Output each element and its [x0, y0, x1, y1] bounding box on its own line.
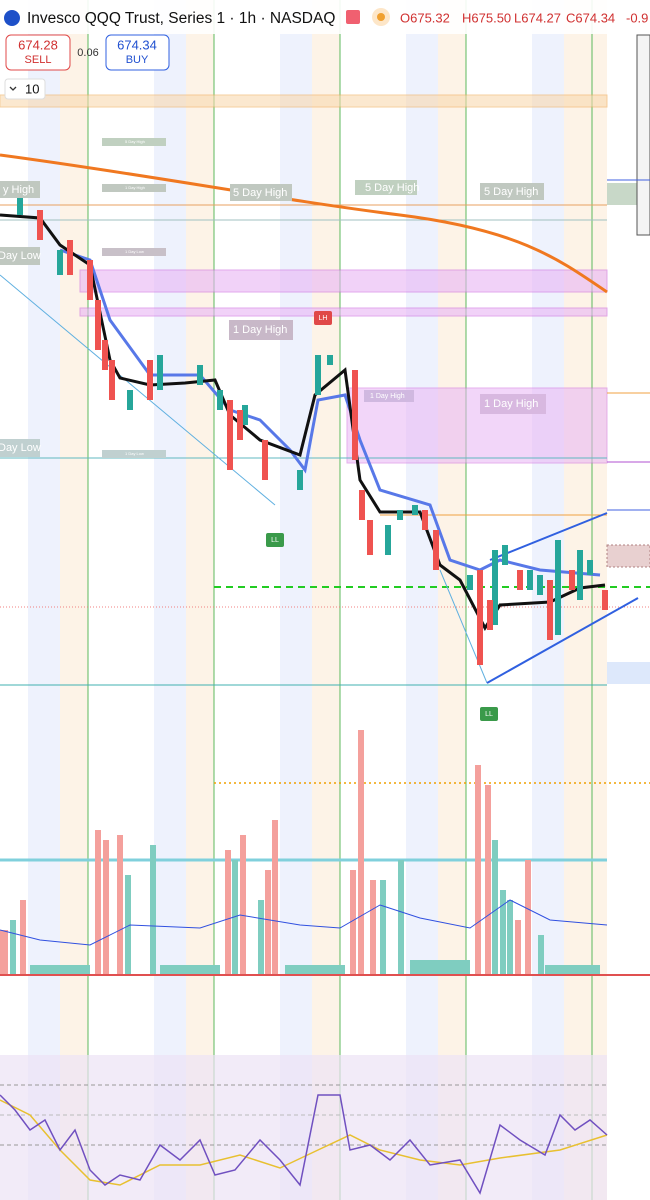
header: Invesco QQQ Trust, Series 1 · 1h · NASDA…	[0, 0, 650, 100]
session-bands	[28, 0, 607, 1200]
level-label: y High	[3, 184, 34, 196]
ohlc-close: C674.34	[566, 10, 615, 25]
ohlc-low: L674.27	[514, 10, 561, 25]
symbol-title: Invesco QQQ Trust, Series 1 · 1h · NASDA…	[27, 10, 335, 27]
level-label: Day Low	[0, 250, 41, 262]
small-label: 1 Day Low	[125, 249, 144, 254]
small-label: 1 Day High	[370, 393, 405, 400]
change: -0.9	[626, 10, 648, 25]
buy-price[interactable]: 674.34	[117, 37, 157, 52]
level-label: 1 Day High	[484, 398, 538, 410]
sell-price[interactable]: 674.28	[18, 37, 58, 52]
ohlc-open: O675.32	[400, 10, 450, 25]
buy-label[interactable]: BUY	[126, 54, 149, 66]
level-label: 5 Day High	[484, 186, 538, 198]
buy-button[interactable]	[105, 34, 170, 71]
candles	[17, 195, 608, 665]
small-label: 1 Day Low	[125, 451, 144, 456]
pivot-label: LL	[485, 711, 493, 718]
rsi-panel	[0, 1055, 608, 1200]
small-label: 5 Day High	[125, 139, 145, 144]
quantity-box[interactable]	[4, 78, 46, 100]
volume-bars	[0, 730, 650, 976]
quantity[interactable]: 10	[25, 81, 39, 96]
sell-label[interactable]: SELL	[25, 54, 52, 66]
sell-button[interactable]	[5, 34, 71, 71]
small-label: 1 Day High	[125, 185, 145, 190]
spread: 0.06	[77, 47, 98, 59]
level-label: 5 Day High	[365, 182, 419, 194]
level-label: Day Low	[0, 442, 41, 454]
pivot-label: LL	[271, 537, 279, 544]
ohlc-high: H675.50	[462, 10, 511, 25]
level-label: 1 Day High	[233, 324, 287, 336]
pivot-label: LH	[319, 315, 328, 322]
level-labels: y High 5 Day High 5 Day High 5 Day High …	[0, 138, 546, 721]
level-label: 5 Day High	[233, 187, 287, 199]
